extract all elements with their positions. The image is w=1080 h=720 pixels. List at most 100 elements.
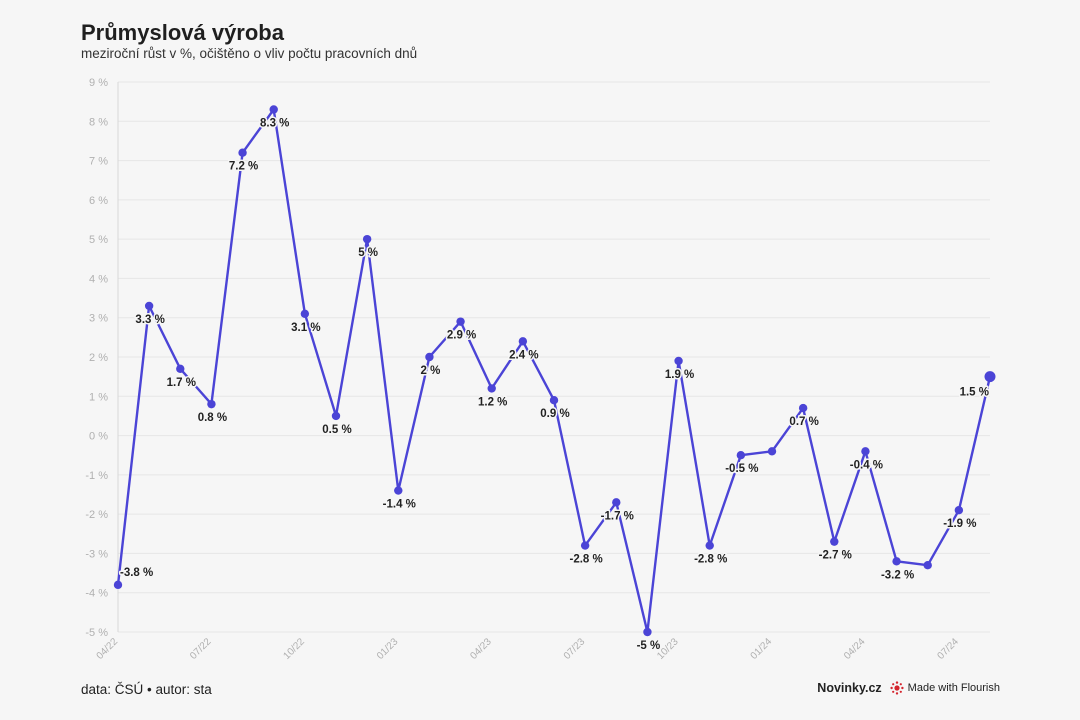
data-label-halo: 7.2 % <box>229 161 258 173</box>
data-label: -0.5 % <box>725 463 758 475</box>
data-point <box>767 447 777 456</box>
data-point <box>580 541 590 550</box>
data-point <box>331 411 341 421</box>
data-label: 0.9 % <box>540 408 569 420</box>
data-label: 0.5 % <box>322 424 351 436</box>
data-label: -1.7 % <box>601 510 634 522</box>
data-label: 8.3 % <box>260 118 289 130</box>
y-tick-label: 1 % <box>89 391 108 403</box>
data-label-halo: -2.8 % <box>694 554 727 566</box>
data-point <box>705 541 714 550</box>
data-label: -2.7 % <box>819 550 852 562</box>
data-point <box>269 105 278 114</box>
data-label-halo: 0.8 % <box>198 412 227 424</box>
y-tick-label: 4 % <box>89 273 108 285</box>
data-label-halo: 3.3 % <box>135 314 164 326</box>
data-label-halo: 1.7 % <box>167 377 196 389</box>
data-label: 1.5 % <box>960 387 989 399</box>
x-tick-label: 01/24 <box>749 636 775 662</box>
data-point <box>549 396 559 405</box>
y-tick-label: 6 % <box>89 195 108 207</box>
data-point <box>612 498 621 507</box>
data-label: 5 % <box>358 247 378 259</box>
data-point <box>300 309 310 318</box>
data-point <box>144 301 154 311</box>
data-label-halo: 8.3 % <box>260 118 289 130</box>
x-tick-label: 07/24 <box>936 636 962 662</box>
data-label: 0.7 % <box>789 416 818 428</box>
data-point <box>487 384 496 393</box>
data-label-halo: 1.9 % <box>665 369 694 381</box>
data-label: -1.4 % <box>383 499 416 511</box>
y-tick-label: -3 % <box>85 548 108 560</box>
data-point <box>830 537 839 546</box>
data-label-halo: -0.4 % <box>850 459 883 471</box>
data-point <box>923 561 932 570</box>
x-tick-label: 04/24 <box>842 636 868 662</box>
chart-subtitle: meziroční růst v %, očištěno o vliv počt… <box>81 46 418 61</box>
data-point <box>238 148 247 157</box>
data-point <box>984 371 996 383</box>
x-tick-label: 07/22 <box>188 636 214 662</box>
x-tick-label: 10/22 <box>282 636 308 662</box>
y-tick-label: -4 % <box>85 588 108 600</box>
data-point <box>456 317 465 326</box>
y-tick-label: 0 % <box>89 431 108 443</box>
y-tick-label: -2 % <box>85 509 108 521</box>
data-label-halo: 2.4 % <box>509 349 538 361</box>
data-label-halo: 2.9 % <box>447 330 476 342</box>
data-point <box>394 486 403 495</box>
data-label-halo: -1.7 % <box>601 510 634 522</box>
data-point <box>798 403 808 413</box>
data-point <box>736 451 746 460</box>
data-label-halo: -5 % <box>637 640 661 652</box>
data-label: 2 % <box>421 365 441 377</box>
made-with-flourish-label: Made with Flourish <box>907 682 1000 694</box>
data-label: 0.8 % <box>198 412 227 424</box>
y-tick-label: -1 % <box>85 470 108 482</box>
data-label-halo: 0.7 % <box>789 416 818 428</box>
data-point <box>954 506 964 515</box>
data-label-halo: -3.8 % <box>120 567 153 579</box>
novinky-logo[interactable]: Novinky.cz <box>817 681 882 695</box>
data-label-halo: -2.7 % <box>819 550 852 562</box>
data-label-halo: -1.4 % <box>383 499 416 511</box>
y-tick-label: 3 % <box>89 313 108 325</box>
data-label: -3.8 % <box>120 567 153 579</box>
flourish-credit[interactable]: Made with Flourish <box>890 681 1000 695</box>
data-label-halo: -3.2 % <box>881 569 914 581</box>
data-point <box>892 557 901 566</box>
data-label: -5 % <box>637 640 661 652</box>
data-label-halo: -2.8 % <box>570 554 603 566</box>
data-label-halo: 1.5 % <box>960 387 989 399</box>
data-label: 7.2 % <box>229 161 258 173</box>
data-label: 3.1 % <box>291 322 320 334</box>
data-label-halo: 3.1 % <box>291 322 320 334</box>
y-tick-label: -5 % <box>85 627 108 639</box>
y-tick-label: 9 % <box>89 77 108 89</box>
y-tick-label: 8 % <box>89 116 108 128</box>
x-tick-label: 04/22 <box>95 636 121 662</box>
data-label: 2.4 % <box>509 349 538 361</box>
data-label-halo: 1.2 % <box>478 396 507 408</box>
data-label: -3.2 % <box>881 569 914 581</box>
data-point <box>362 234 372 244</box>
data-label-halo: 0.9 % <box>540 408 569 420</box>
x-tick-label: 04/23 <box>468 636 494 662</box>
x-tick-label: 01/23 <box>375 636 401 662</box>
data-label: -0.4 % <box>850 459 883 471</box>
data-label-halo: -0.5 % <box>725 463 758 475</box>
y-tick-label: 2 % <box>89 352 108 364</box>
chart-title: Průmyslová výroba <box>81 20 284 45</box>
data-point <box>861 447 870 456</box>
data-label-halo: 2 % <box>421 365 441 377</box>
data-label-halo: 5 % <box>358 247 378 259</box>
data-point <box>674 356 683 366</box>
data-label: -2.8 % <box>694 554 727 566</box>
footer-branding: Novinky.cz Made with Flourish <box>817 681 1000 695</box>
data-label: 3.3 % <box>135 314 164 326</box>
flourish-icon <box>890 681 904 695</box>
data-label: -1.9 % <box>943 518 976 530</box>
data-label: 2.9 % <box>447 330 476 342</box>
